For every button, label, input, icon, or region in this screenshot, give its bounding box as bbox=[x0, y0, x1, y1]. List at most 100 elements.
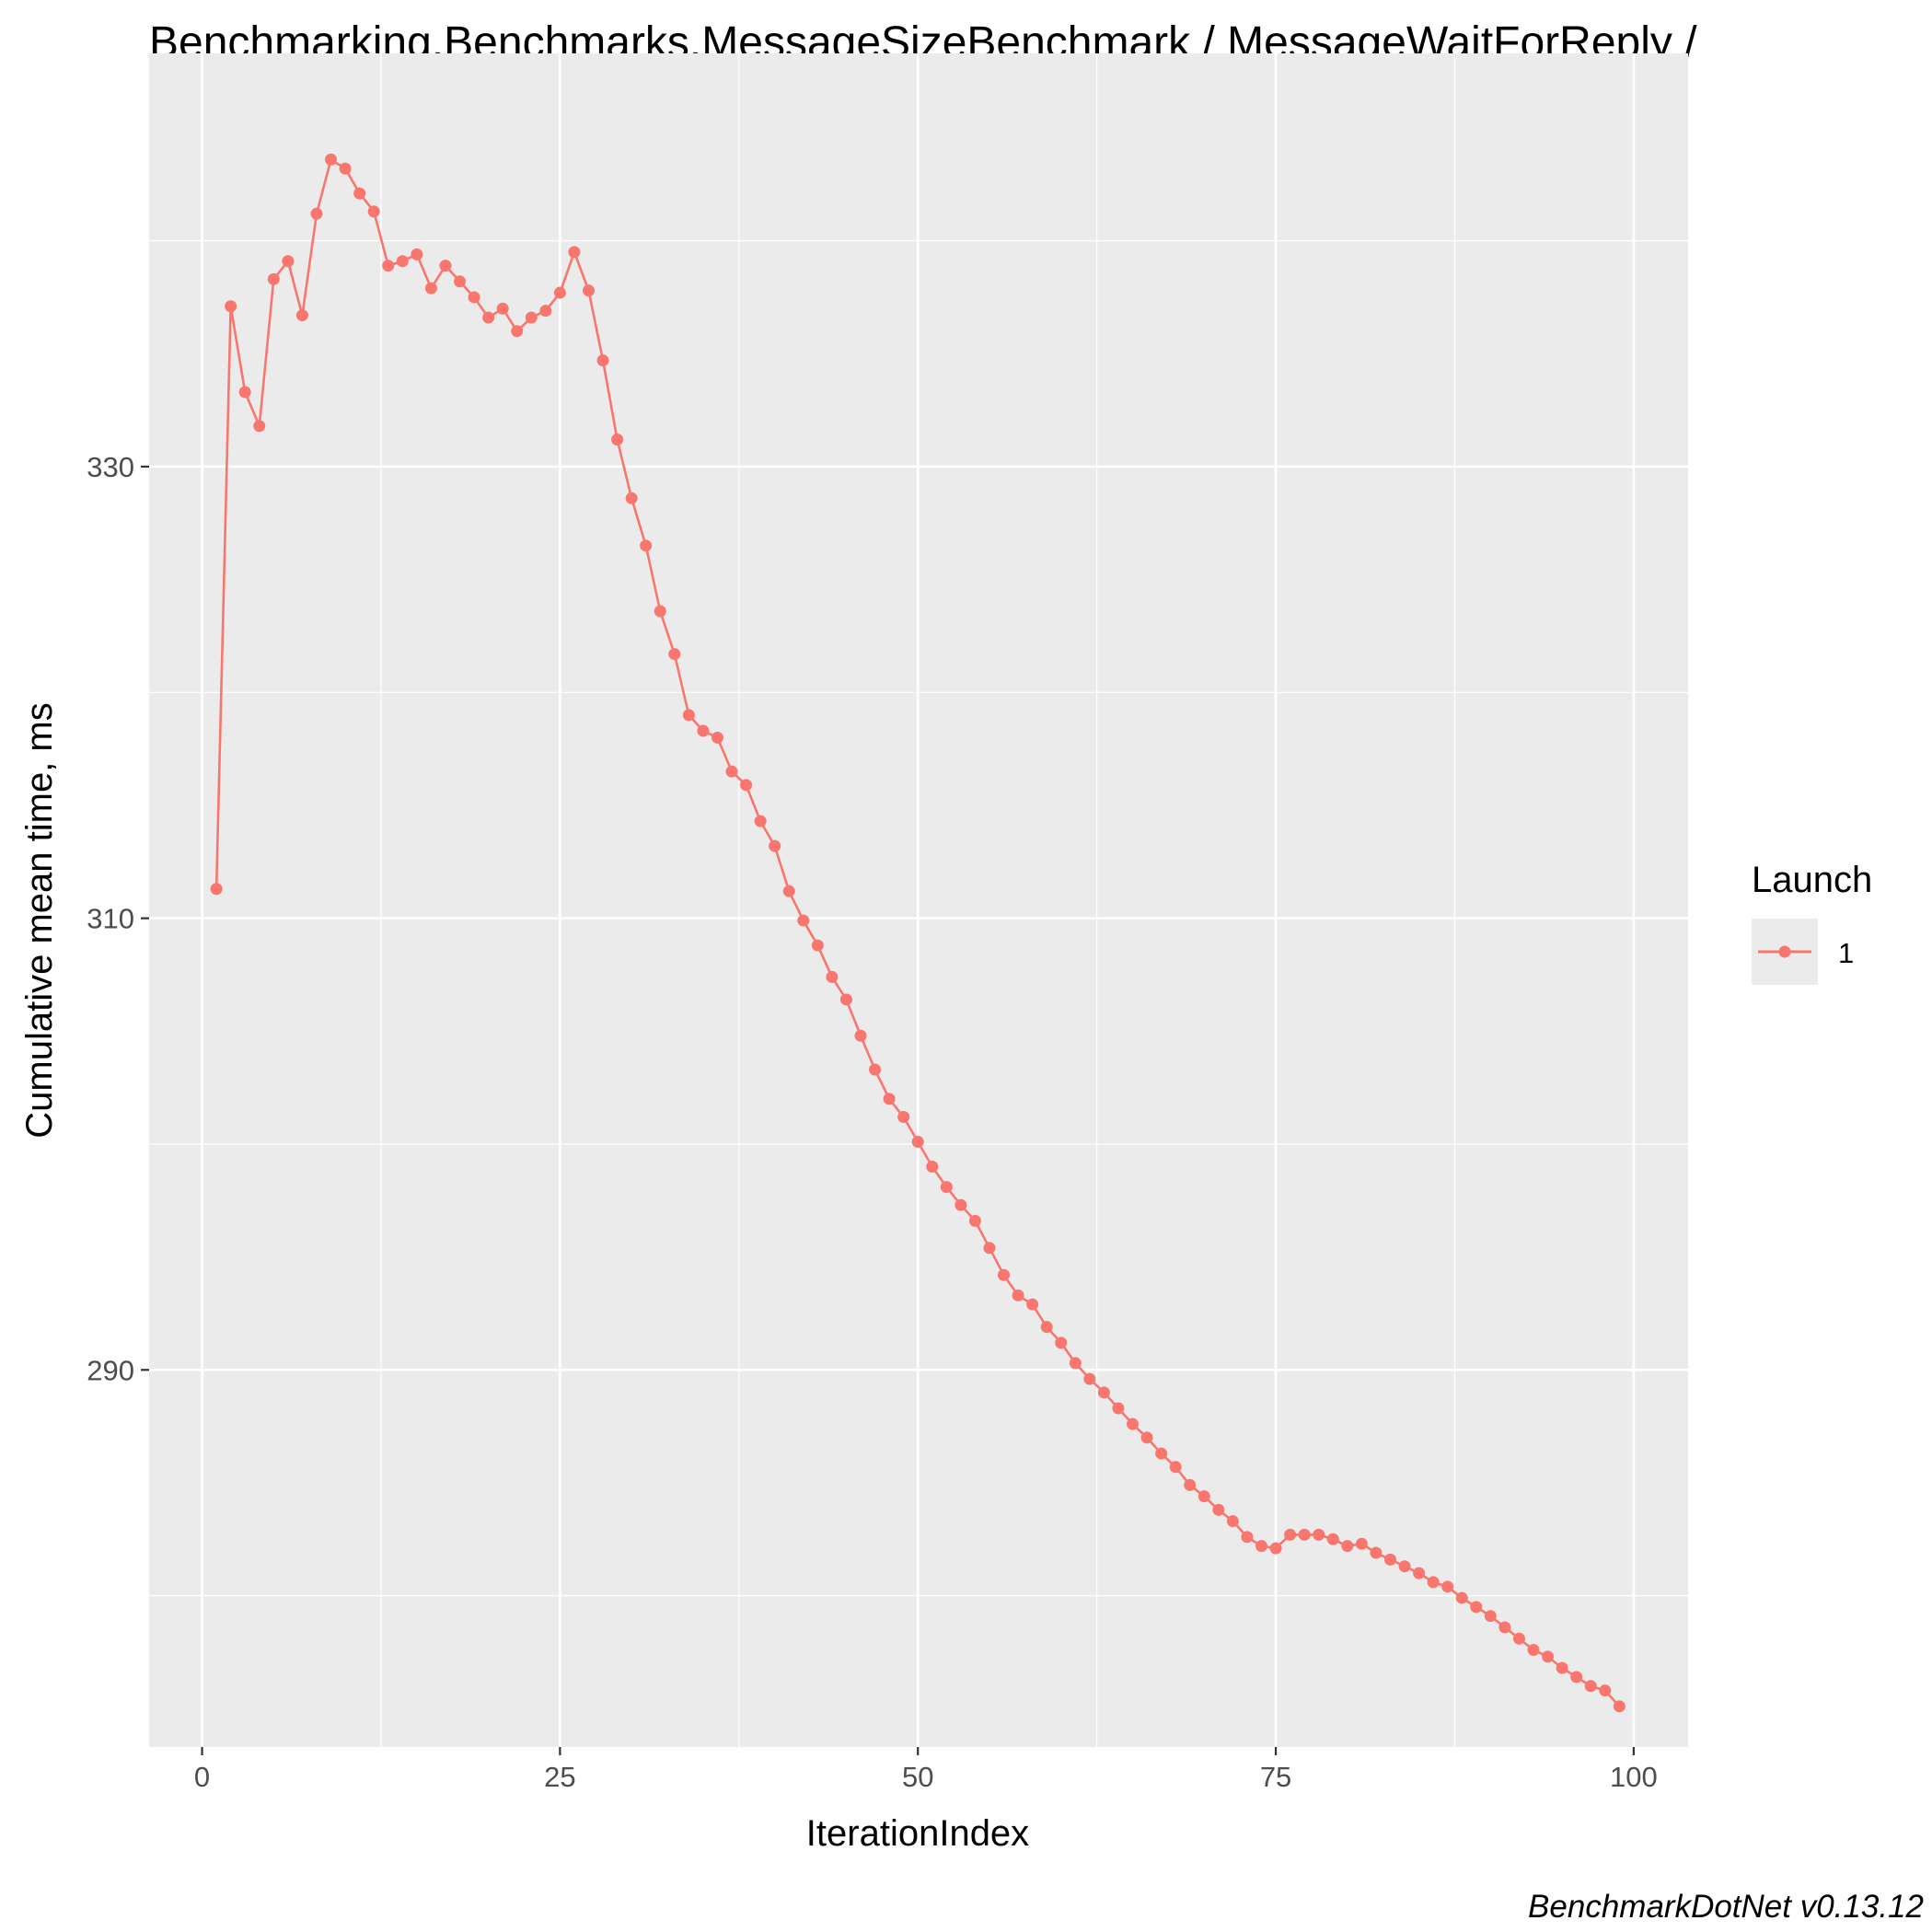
x-axis-title: IterationIndex bbox=[806, 1813, 1029, 1854]
data-point bbox=[482, 311, 495, 324]
data-point bbox=[869, 1063, 882, 1076]
y-tick-label: 310 bbox=[87, 903, 134, 935]
data-point bbox=[539, 305, 552, 318]
data-point bbox=[267, 272, 280, 285]
series-layer bbox=[210, 153, 1625, 1713]
data-point bbox=[697, 724, 710, 737]
data-point bbox=[238, 386, 251, 399]
data-point bbox=[582, 284, 595, 297]
x-tick-label: 75 bbox=[1260, 1761, 1291, 1793]
data-point bbox=[1512, 1632, 1525, 1645]
caption: BenchmarkDotNet v0.13.12 bbox=[1528, 1889, 1924, 1925]
data-point bbox=[454, 275, 467, 288]
data-point bbox=[353, 187, 366, 200]
data-point bbox=[839, 993, 852, 1006]
data-point bbox=[797, 914, 810, 927]
data-point bbox=[725, 765, 738, 778]
data-point bbox=[1584, 1680, 1597, 1693]
data-point bbox=[553, 286, 566, 299]
data-point bbox=[1298, 1528, 1311, 1541]
y-axis-title: Cumulative mean time, ms bbox=[19, 702, 60, 1138]
data-point bbox=[654, 605, 666, 618]
data-point bbox=[439, 260, 452, 272]
data-point bbox=[511, 325, 524, 338]
data-point bbox=[668, 648, 681, 661]
data-point bbox=[1441, 1580, 1454, 1593]
data-point bbox=[998, 1268, 1011, 1281]
x-tick-label: 25 bbox=[544, 1761, 575, 1793]
major-gridlines bbox=[149, 53, 1688, 1747]
data-point bbox=[1484, 1610, 1497, 1623]
data-point bbox=[596, 354, 609, 367]
x-tick-label: 100 bbox=[1610, 1761, 1658, 1793]
data-point bbox=[1127, 1417, 1140, 1430]
data-point bbox=[625, 492, 638, 504]
data-point bbox=[883, 1093, 896, 1105]
data-point bbox=[1012, 1289, 1024, 1301]
data-point bbox=[1097, 1386, 1110, 1399]
data-point bbox=[1370, 1546, 1382, 1559]
data-point bbox=[1026, 1298, 1039, 1311]
data-point bbox=[1341, 1540, 1354, 1553]
data-point bbox=[1040, 1321, 1053, 1334]
legend-title: Launch bbox=[1752, 860, 1872, 900]
data-point bbox=[911, 1136, 924, 1149]
data-point bbox=[1313, 1528, 1325, 1541]
data-point bbox=[367, 205, 380, 218]
data-point bbox=[1613, 1700, 1625, 1713]
data-point bbox=[382, 260, 395, 272]
data-point bbox=[225, 300, 237, 313]
data-point bbox=[1184, 1478, 1197, 1491]
data-point bbox=[1599, 1684, 1612, 1697]
data-point bbox=[897, 1111, 910, 1124]
data-point bbox=[854, 1029, 867, 1042]
data-point bbox=[1212, 1503, 1225, 1516]
data-point bbox=[1069, 1357, 1082, 1370]
data-point bbox=[310, 207, 323, 220]
data-point bbox=[1570, 1671, 1583, 1683]
data-point bbox=[611, 434, 624, 446]
y-axis: 290 310 330 bbox=[87, 451, 149, 1386]
data-point bbox=[682, 709, 695, 722]
data-point bbox=[396, 255, 409, 268]
data-point bbox=[1055, 1336, 1068, 1349]
data-point bbox=[1556, 1661, 1568, 1674]
data-point bbox=[1255, 1540, 1268, 1553]
data-point bbox=[1155, 1447, 1168, 1460]
legend-key-point bbox=[1778, 945, 1791, 958]
data-point bbox=[968, 1214, 981, 1227]
data-point bbox=[1398, 1560, 1411, 1573]
data-point bbox=[1083, 1372, 1096, 1385]
data-point bbox=[1413, 1567, 1426, 1579]
y-tick-label: 330 bbox=[87, 451, 134, 483]
data-point bbox=[282, 255, 295, 268]
data-point bbox=[496, 302, 509, 315]
data-point bbox=[210, 883, 223, 896]
data-point bbox=[740, 779, 753, 792]
data-point bbox=[1355, 1537, 1368, 1550]
data-point bbox=[983, 1242, 996, 1255]
data-point bbox=[339, 162, 352, 175]
data-point bbox=[1498, 1621, 1511, 1634]
x-tick-label: 0 bbox=[194, 1761, 210, 1793]
data-point bbox=[1455, 1591, 1468, 1604]
data-point bbox=[411, 248, 423, 260]
data-point bbox=[754, 815, 767, 827]
data-point bbox=[1269, 1542, 1282, 1555]
data-point bbox=[954, 1198, 967, 1211]
data-point bbox=[1226, 1515, 1239, 1528]
data-point bbox=[525, 311, 538, 324]
y-tick-label: 290 bbox=[87, 1354, 134, 1386]
data-point bbox=[295, 309, 308, 322]
x-axis: 0 25 50 75 100 bbox=[194, 1747, 1658, 1793]
data-point bbox=[568, 246, 581, 259]
data-point bbox=[782, 885, 795, 897]
data-point bbox=[1542, 1650, 1555, 1663]
x-tick-label: 50 bbox=[902, 1761, 933, 1793]
data-point bbox=[1140, 1431, 1153, 1444]
data-point bbox=[1169, 1461, 1182, 1474]
data-point bbox=[1284, 1528, 1297, 1541]
data-point bbox=[325, 153, 338, 166]
data-point bbox=[926, 1160, 939, 1173]
